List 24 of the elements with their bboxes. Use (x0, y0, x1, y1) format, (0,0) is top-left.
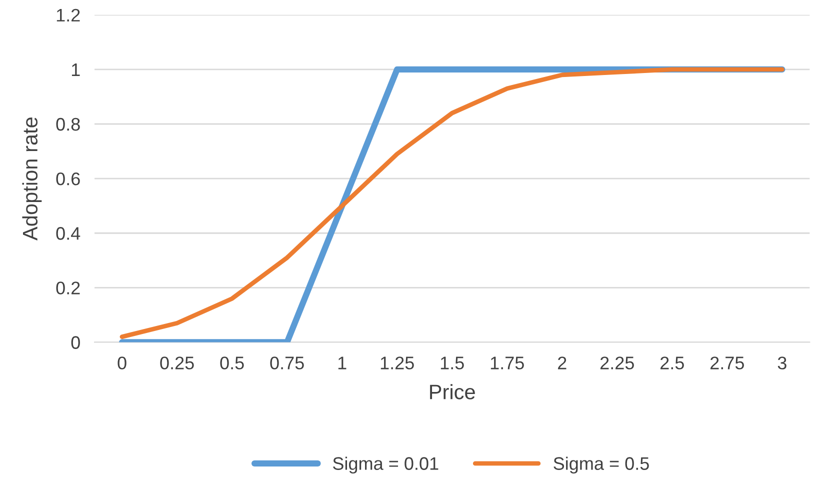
x-tick-label: 2.5 (660, 356, 684, 370)
y-tick-label: 1 (72, 64, 80, 76)
x-tick-label: 0.75 (270, 356, 304, 370)
legend-label: Sigma = 0.5 (554, 456, 649, 474)
x-axis-title: Price (430, 384, 475, 400)
x-tick-label: 1.25 (380, 356, 414, 370)
y-axis-title: Adoption rate (22, 118, 42, 240)
x-tick-label: 0 (118, 356, 126, 370)
x-tick-label: 2.25 (600, 356, 634, 370)
x-tick-label: 1 (338, 356, 346, 370)
y-tick-label: 0.2 (56, 282, 80, 294)
y-tick-label: 1.2 (56, 8, 80, 22)
x-tick-label: 0.25 (160, 356, 194, 370)
x-tick-label: 2 (558, 356, 566, 370)
x-tick-label: 2.75 (710, 356, 744, 370)
x-tick-label: 3 (778, 356, 786, 370)
y-tick-label: 0 (71, 336, 80, 349)
y-tick-label: 0.6 (56, 172, 80, 186)
x-tick-label: 1.75 (490, 356, 524, 370)
x-tick-label: 0.5 (220, 356, 244, 370)
x-tick-label: 1.5 (440, 356, 464, 370)
y-tick-label: 0.8 (56, 118, 80, 131)
legend-label: Sigma = 0.01 (332, 456, 438, 474)
y-tick-label: 0.4 (56, 227, 80, 240)
